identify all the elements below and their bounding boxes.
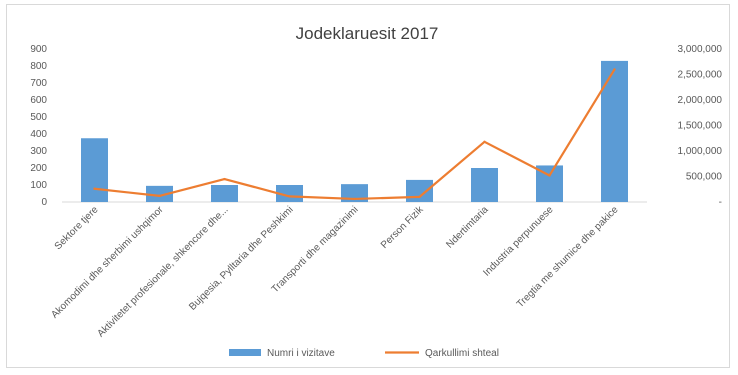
line-point: [613, 68, 616, 71]
right-tick-label: 1,000,000: [678, 146, 723, 157]
legend-label-line: Qarkullimi shteal: [425, 348, 499, 359]
right-tick-label: -: [719, 197, 722, 208]
chart-frame: Jodeklaruesit 2017 0 100 200 300 400 500 600 70…: [6, 4, 730, 368]
left-tick-label: 400: [30, 129, 47, 140]
line-point: [418, 195, 421, 199]
left-tick-label: 800: [30, 61, 47, 72]
category-label: Industria perpunuese: [481, 204, 556, 279]
bar-series: [81, 60, 628, 203]
category-label: Sektore tjere: [53, 204, 101, 252]
left-tick-label: 500: [30, 112, 47, 123]
category-label: Ndertimtaria: [444, 204, 491, 251]
legend-label-bars: Numri i vizitave: [267, 348, 335, 359]
right-tick-label: 2,500,000: [678, 70, 723, 81]
bar: [81, 138, 108, 202]
right-tick-label: 3,000,000: [678, 44, 723, 55]
chart-title: Jodeklaruesit 2017: [296, 24, 439, 43]
line-point: [483, 140, 486, 144]
left-tick-label: 600: [30, 95, 47, 106]
bar: [341, 184, 368, 202]
bar: [601, 60, 628, 203]
left-tick-label: 900: [30, 44, 47, 55]
category-label: Tregtia me shumice dhe pakice: [515, 204, 621, 310]
right-tick-label: 2,000,000: [678, 95, 723, 106]
left-tick-label: 0: [41, 197, 47, 208]
category-label: Aktivitetet profesionale, shkencore dhe.…: [95, 204, 230, 339]
category-label: Akomodimi dhe sherbimi ushqimor: [49, 204, 166, 321]
bar: [471, 168, 498, 202]
left-tick-label: 300: [30, 146, 47, 157]
category-label: Person Fizik: [379, 204, 426, 251]
right-axis: - 500,000 1,000,000 1,500,000 2,000,000 2,500…: [678, 44, 723, 208]
right-tick-label: 1,500,000: [678, 121, 723, 132]
line-point: [158, 194, 161, 198]
category-label: Bujqesia, Pylltaria dhe Peshkimi: [187, 204, 295, 312]
left-tick-label: 200: [30, 163, 47, 174]
line-point: [288, 195, 291, 198]
line-point: [223, 177, 226, 181]
left-tick-label: 100: [30, 180, 47, 191]
bar: [146, 185, 173, 202]
line-point: [548, 174, 551, 177]
right-tick-label: 500,000: [686, 172, 723, 183]
legend-swatch-bars: [229, 349, 261, 356]
line-series: [93, 68, 616, 201]
line-point: [93, 187, 96, 190]
legend: Numri i vizitave Qarkullimi shteal: [229, 348, 499, 359]
left-tick-label: 700: [30, 78, 47, 89]
line-point: [353, 197, 356, 201]
bar: [406, 179, 433, 202]
bar: [211, 185, 238, 202]
combo-chart: Jodeklaruesit 2017 0 100 200 300 400 500 600 70…: [30, 24, 723, 359]
